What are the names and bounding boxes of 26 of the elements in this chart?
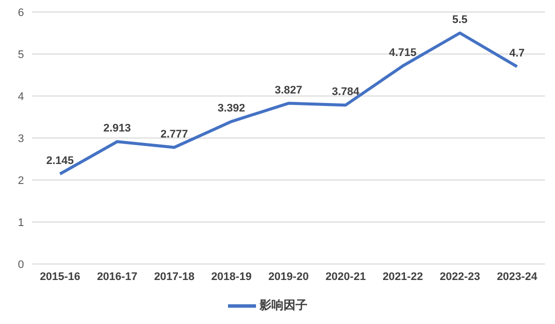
data-label: 3.392 (218, 102, 246, 115)
data-label: 2.913 (103, 122, 131, 135)
x-tick-label: 2019-20 (268, 270, 309, 283)
x-tick-label: 2021-22 (382, 270, 423, 283)
y-tick-label: 1 (18, 216, 24, 229)
x-tick-label: 2015-16 (40, 270, 80, 283)
y-tick-label: 6 (18, 6, 24, 19)
data-label: 2.145 (46, 154, 74, 167)
x-tick-label: 2016-17 (96, 270, 138, 283)
x-tick-label: 2022-23 (440, 270, 480, 283)
data-label: 4.7 (509, 48, 525, 60)
x-tick-label: 2020-21 (325, 270, 366, 283)
x-tick-label: 2018-19 (211, 270, 252, 283)
data-label: 2.777 (160, 128, 188, 140)
data-label: 3.784 (332, 86, 360, 98)
y-tick-label: 3 (18, 132, 24, 145)
data-label: 4.715 (388, 46, 417, 59)
legend-label: 影响因子 (260, 298, 308, 312)
y-tick-label: 5 (18, 48, 24, 61)
y-tick-label: 4 (18, 90, 24, 103)
x-tick-label: 2023-24 (496, 270, 538, 283)
y-tick-label: 2 (18, 174, 24, 187)
data-label: 5.5 (452, 14, 468, 26)
data-label: 3.827 (274, 84, 302, 96)
y-tick-label: 0 (18, 258, 24, 271)
x-tick-label: 2017-18 (154, 270, 194, 283)
